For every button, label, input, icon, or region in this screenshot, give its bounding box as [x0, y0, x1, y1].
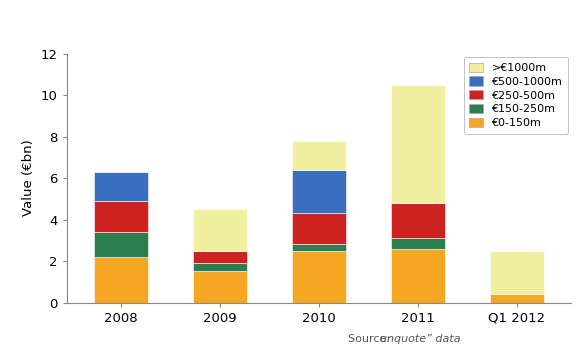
- Bar: [94, 172, 148, 201]
- Legend: >€1000m, €500-1000m, €250-500m, €150-250m, €0-150m: >€1000m, €500-1000m, €250-500m, €150-250…: [464, 57, 568, 134]
- Bar: [292, 245, 346, 251]
- Bar: [490, 251, 544, 294]
- Bar: [193, 251, 247, 263]
- Text: unquote” data: unquote” data: [380, 334, 461, 344]
- Bar: [391, 85, 445, 203]
- Bar: [391, 248, 445, 303]
- Bar: [193, 209, 247, 251]
- Bar: [292, 213, 346, 245]
- Bar: [94, 201, 148, 232]
- Bar: [292, 170, 346, 213]
- Bar: [193, 263, 247, 271]
- Text: Value of Nordic buyouts by deal size bracket: Value of Nordic buyouts by deal size bra…: [96, 15, 484, 33]
- Bar: [94, 257, 148, 303]
- Bar: [391, 203, 445, 238]
- Bar: [94, 232, 148, 257]
- Y-axis label: Value (€bn): Value (€bn): [22, 140, 35, 217]
- Bar: [391, 238, 445, 248]
- Bar: [292, 251, 346, 303]
- Bar: [490, 294, 544, 303]
- Text: Source:: Source:: [348, 334, 393, 344]
- Bar: [193, 271, 247, 303]
- Bar: [292, 141, 346, 170]
